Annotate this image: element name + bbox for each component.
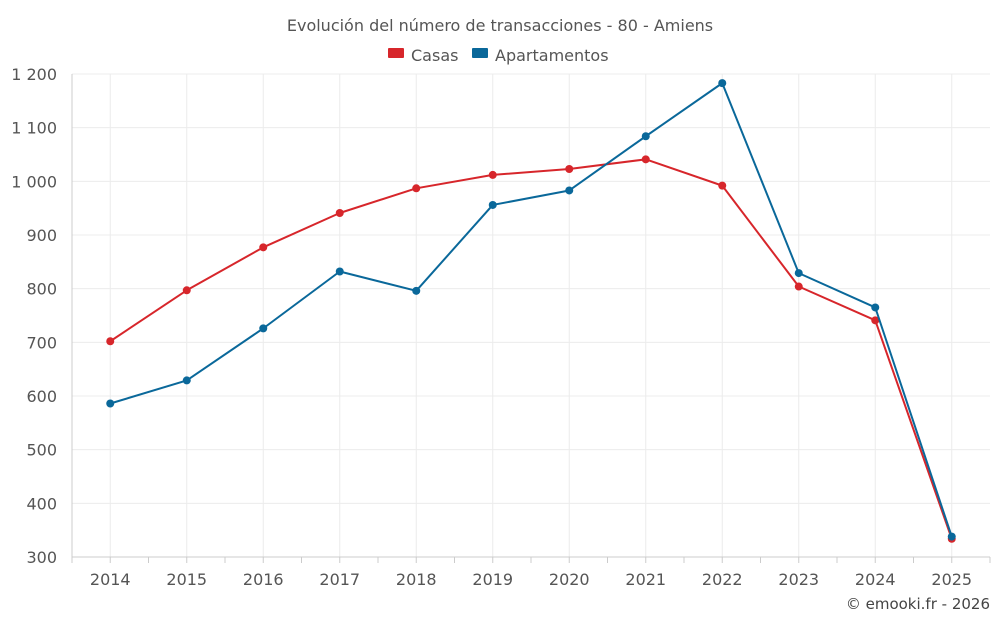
data-point-casas[interactable] <box>106 337 115 346</box>
legend-label-apartamentos: Apartamentos <box>495 46 609 65</box>
grid <box>72 73 990 557</box>
x-tick-label: 2015 <box>166 570 207 589</box>
legend-item-apartamentos[interactable]: Apartamentos <box>472 46 609 65</box>
data-point-apartamentos[interactable] <box>412 286 421 295</box>
y-tick-label: 300 <box>26 548 57 567</box>
data-point-apartamentos[interactable] <box>488 200 497 209</box>
data-point-apartamentos[interactable] <box>718 79 727 88</box>
x-tick-label: 2014 <box>90 570 131 589</box>
data-point-apartamentos[interactable] <box>871 303 880 312</box>
data-point-apartamentos[interactable] <box>106 399 115 408</box>
y-tick-label: 800 <box>26 280 57 299</box>
x-tick-label: 2023 <box>778 570 819 589</box>
y-tick-label: 1 000 <box>11 172 57 191</box>
data-point-apartamentos[interactable] <box>947 532 956 541</box>
data-point-casas[interactable] <box>182 286 191 295</box>
data-point-casas[interactable] <box>718 181 727 190</box>
data-point-apartamentos[interactable] <box>565 186 574 195</box>
legend-label-casas: Casas <box>411 46 458 65</box>
x-tick-label: 2019 <box>472 570 513 589</box>
data-point-casas[interactable] <box>794 282 803 291</box>
data-point-apartamentos[interactable] <box>182 376 191 385</box>
legend-swatch-apartamentos <box>472 48 488 58</box>
data-point-casas[interactable] <box>488 170 497 179</box>
data-point-apartamentos[interactable] <box>335 267 344 276</box>
x-tick-label: 2025 <box>931 570 972 589</box>
copyright-text: © emooki.fr - 2026 <box>846 595 990 613</box>
x-tick-label: 2020 <box>549 570 590 589</box>
x-tick-label: 2024 <box>855 570 896 589</box>
legend: Casas Apartamentos <box>388 46 609 65</box>
y-tick-label: 700 <box>26 333 57 352</box>
y-tick-label: 400 <box>26 494 57 513</box>
chart-title: Evolución del número de transacciones - … <box>287 16 713 35</box>
x-tick-label: 2017 <box>319 570 360 589</box>
x-tick-label: 2016 <box>243 570 284 589</box>
legend-item-casas[interactable]: Casas <box>388 46 458 65</box>
data-point-apartamentos[interactable] <box>794 269 803 278</box>
x-tick-label: 2021 <box>625 570 666 589</box>
data-point-casas[interactable] <box>412 184 421 193</box>
y-tick-label: 900 <box>26 226 57 245</box>
y-tick-label: 600 <box>26 387 57 406</box>
x-tick-label: 2022 <box>702 570 743 589</box>
data-point-casas[interactable] <box>641 155 650 164</box>
series-line-apartamentos <box>109 82 953 537</box>
series-apartamentos <box>106 79 956 541</box>
y-tick-label: 1 100 <box>11 119 57 138</box>
data-point-casas[interactable] <box>565 164 574 173</box>
data-point-apartamentos[interactable] <box>259 324 268 333</box>
series-line-casas <box>109 158 953 540</box>
data-point-casas[interactable] <box>335 208 344 217</box>
axes: 300 400 500 600 700 800 900 1 000 1 100 1 200 2014… <box>11 65 991 589</box>
data-point-casas[interactable] <box>871 316 880 325</box>
data-point-apartamentos[interactable] <box>641 132 650 141</box>
series <box>106 79 956 543</box>
legend-swatch-casas <box>388 48 404 58</box>
data-point-casas[interactable] <box>259 243 268 252</box>
y-tick-label: 500 <box>26 441 57 460</box>
y-tick-label: 1 200 <box>11 65 57 84</box>
x-tick-label: 2018 <box>396 570 437 589</box>
